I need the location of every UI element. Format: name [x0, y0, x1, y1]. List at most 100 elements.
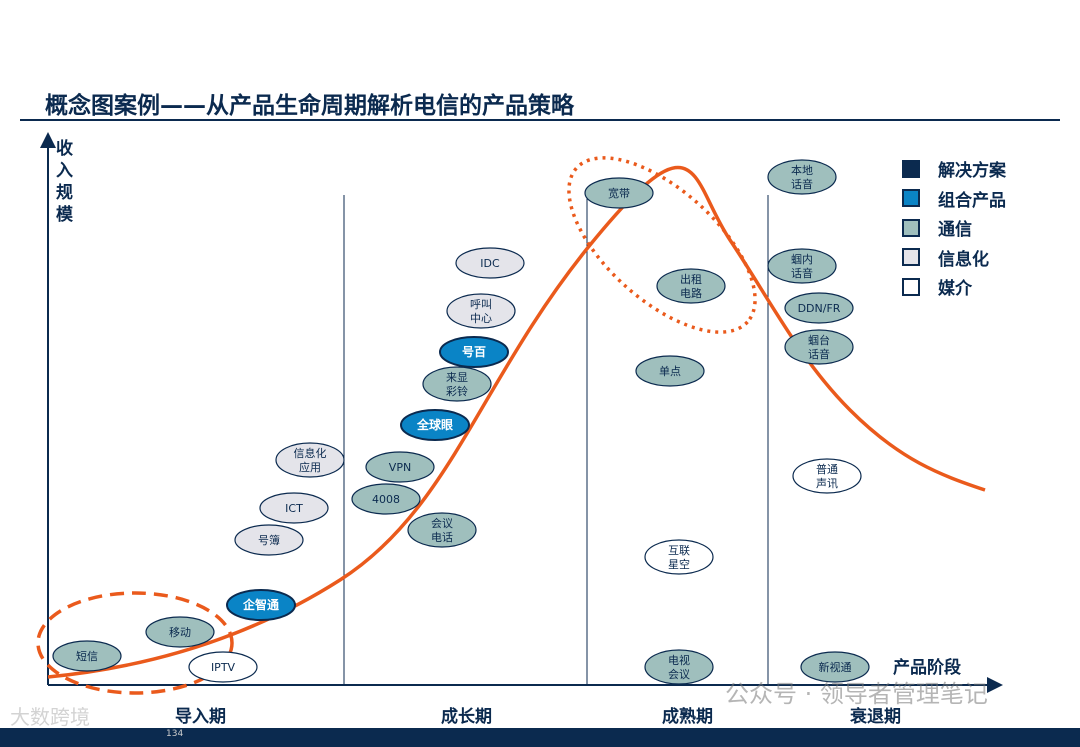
product-ellipse: [584, 177, 654, 209]
page-number: 134: [166, 729, 184, 739]
y-axis-label: 收入规模: [56, 139, 73, 225]
product-label: 移动: [169, 626, 191, 639]
product-label: 声讯: [816, 476, 838, 490]
mature-highlight-dotted: [567, 156, 757, 334]
product-ellipse: [188, 651, 258, 683]
product-ellipse: [275, 442, 345, 478]
stage-growth: 成长期: [441, 707, 492, 727]
stage-decline: 衰退期: [850, 707, 901, 727]
watermark: 公众号 · 领导者管理笔记: [725, 680, 988, 708]
legend-label: 解决方案: [938, 161, 1006, 182]
x-axis-label: 产品阶段: [893, 658, 961, 678]
product-node: 4008: [351, 483, 421, 515]
product-label: DDN/FR: [798, 302, 841, 315]
product-ellipse: [767, 159, 837, 195]
product-label: 出租: [680, 272, 702, 286]
legend-label: 媒介: [938, 279, 972, 300]
legend-swatch: [902, 218, 920, 237]
product-label: 电视: [668, 653, 690, 667]
product-label: 中心: [470, 312, 492, 325]
product-label: 电话: [431, 531, 453, 544]
legend-swatch: [902, 277, 920, 296]
product-ellipse: [446, 293, 516, 329]
product-label: 话音: [791, 266, 813, 280]
product-ellipse: [644, 649, 714, 685]
product-ellipse: [784, 292, 854, 324]
product-ellipse: [351, 483, 421, 515]
product-label: 蝈台: [808, 333, 830, 347]
product-node: VPN: [365, 451, 435, 483]
product-ellipse: [784, 329, 854, 365]
product-label: 彩铃: [446, 384, 468, 398]
product-ellipse: [259, 492, 329, 524]
legend-label: 通信: [938, 220, 972, 241]
stage-intro: 导入期: [175, 707, 226, 727]
product-node: 单点: [635, 355, 705, 387]
product-label: 普通: [816, 462, 838, 476]
product-label: 短信: [76, 649, 98, 663]
product-node: 企智通: [226, 589, 296, 621]
product-node: DDN/FR: [784, 292, 854, 324]
product-label: 全球眼: [416, 417, 453, 432]
product-label: 会议: [668, 668, 690, 681]
product-ellipse: [365, 451, 435, 483]
product-ellipse: [407, 512, 477, 548]
legend: 解决方案组合产品通信信息化媒介: [902, 154, 1006, 302]
legend-item: 通信: [902, 213, 1006, 243]
legend-label: 信息化: [938, 249, 989, 270]
product-label: 话音: [791, 177, 813, 191]
product-ellipse: [226, 589, 296, 621]
product-ellipse: [455, 247, 525, 279]
product-label: 应用: [299, 460, 321, 474]
product-ellipse: [767, 248, 837, 284]
legend-label: 组合产品: [938, 190, 1006, 211]
title-divider: [20, 119, 1060, 121]
product-label: 单点: [659, 365, 681, 378]
product-ellipse: [145, 616, 215, 648]
product-label: 信息化: [294, 446, 327, 460]
product-label: 话音: [808, 347, 830, 361]
product-ellipse: [234, 524, 304, 556]
page-title: 概念图案例——从产品生命周期解析电信的产品策略: [45, 93, 574, 119]
product-ellipse: [439, 336, 509, 368]
product-ellipse: [400, 409, 470, 441]
product-label: IDC: [480, 257, 500, 270]
product-node: 新视通: [800, 651, 870, 683]
intro-highlight-dashed: [36, 591, 234, 695]
product-label: 互联: [668, 544, 690, 557]
product-ellipse: [644, 539, 714, 575]
product-label: IPTV: [211, 661, 236, 674]
legend-swatch: [902, 159, 920, 178]
product-label: 4008: [372, 493, 400, 506]
product-label: VPN: [389, 461, 411, 474]
product-label: 电路: [680, 287, 702, 300]
legend-swatch: [902, 248, 920, 267]
footer-bar: [0, 728, 1080, 747]
product-label: 星空: [668, 557, 690, 571]
product-label: 宽带: [608, 186, 630, 200]
product-label: 来显: [446, 371, 468, 384]
product-node: 移动: [145, 616, 215, 648]
legend-swatch: [902, 189, 920, 208]
legend-item: 媒介: [902, 272, 1006, 302]
product-label: 本地: [791, 163, 813, 177]
product-ellipse: [52, 640, 122, 672]
product-label: ICT: [285, 502, 303, 515]
product-node: ICT: [259, 492, 329, 524]
product-node: 短信: [52, 640, 122, 672]
brand-watermark: 大数跨境: [10, 705, 90, 729]
product-ellipse: [656, 268, 726, 304]
product-node: 号簿: [234, 524, 304, 556]
product-label: 蝈内: [791, 252, 813, 266]
product-label: 呼叫: [470, 298, 492, 311]
product-label: 企智通: [242, 597, 279, 612]
